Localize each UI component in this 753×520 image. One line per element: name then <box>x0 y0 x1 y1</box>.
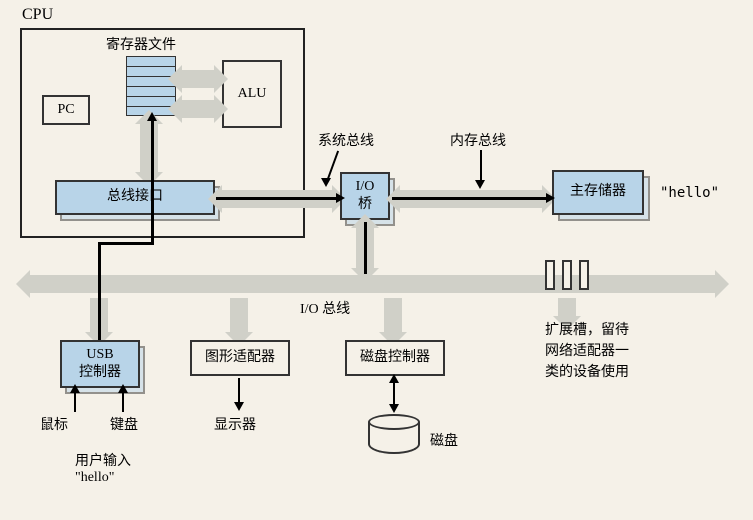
io-bridge-text: I/O 桥 <box>356 178 375 214</box>
alu-text: ALU <box>238 85 267 103</box>
mem-bus-leader-head <box>475 180 485 189</box>
io-bridge-box: I/O 桥 <box>340 172 390 220</box>
exp-slot-label: 扩展槽，留待 网络适配器一 类的设备使用 <box>545 320 629 383</box>
path2-head <box>336 193 345 203</box>
display-arrow <box>234 402 244 411</box>
path2-h <box>216 197 340 200</box>
kbd-line <box>122 390 124 412</box>
mouse-label: 鼠标 <box>40 414 68 434</box>
mouse-line <box>74 390 76 412</box>
hello-mem-label: "hello" <box>660 185 719 201</box>
gfx-text: 图形适配器 <box>205 349 275 367</box>
diskc-box: 磁盘控制器 <box>345 340 445 376</box>
bus-reg-alu-bot <box>182 100 214 118</box>
sys-bus-leader <box>327 151 339 180</box>
path1-h1 <box>98 242 154 245</box>
main-mem-box: 主存储器 <box>552 170 644 215</box>
reg-file-label: 寄存器文件 <box>106 34 176 54</box>
kbd-arrow <box>118 384 128 393</box>
usb-text: USB 控制器 <box>79 346 121 382</box>
diskc-text: 磁盘控制器 <box>360 349 430 367</box>
exp-slot-2 <box>562 260 572 290</box>
io-bus-label: I/O 总线 <box>300 298 350 318</box>
stub-gfx <box>230 298 248 332</box>
path3-h <box>392 197 550 200</box>
disk-label: 磁盘 <box>430 430 458 450</box>
path1-v1 <box>98 242 101 340</box>
stub-diskc <box>384 298 402 332</box>
io-bus <box>30 275 715 293</box>
display-line <box>238 378 240 404</box>
display-label: 显示器 <box>214 414 256 434</box>
sys-bus-label: 系统总线 <box>318 130 374 150</box>
user-input-label: 用户输入 "hello" <box>75 450 131 486</box>
pc-text: PC <box>57 101 74 119</box>
main-mem-text: 主存储器 <box>570 183 626 201</box>
sys-bus-leader-head <box>321 178 331 187</box>
disk-arrow-down <box>389 404 399 413</box>
usb-box: USB 控制器 <box>60 340 140 388</box>
mouse-arrow <box>70 384 80 393</box>
stub-slot <box>558 298 576 316</box>
gfx-box: 图形适配器 <box>190 340 290 376</box>
bus-if-box: 总线接口 <box>55 180 215 215</box>
bus-reg-busif <box>140 124 158 172</box>
exp-slot-3 <box>579 260 589 290</box>
alu-box: ALU <box>222 60 282 128</box>
kbd-label: 键盘 <box>110 414 138 434</box>
path1-head-reg <box>147 112 157 121</box>
path1-v2 <box>151 118 154 245</box>
mem-bus-label: 内存总线 <box>450 130 506 150</box>
path4-v <box>364 222 367 274</box>
exp-slot-1 <box>545 260 555 290</box>
disk-cylinder <box>368 414 420 456</box>
pc-box: PC <box>42 95 90 125</box>
bus-reg-alu-top <box>182 70 214 88</box>
path3-head <box>546 193 555 203</box>
disk-arrow-up <box>389 374 399 383</box>
bus-if-text: 总线接口 <box>107 188 163 206</box>
cpu-label: CPU <box>22 6 53 24</box>
mem-bus-leader <box>480 150 482 182</box>
